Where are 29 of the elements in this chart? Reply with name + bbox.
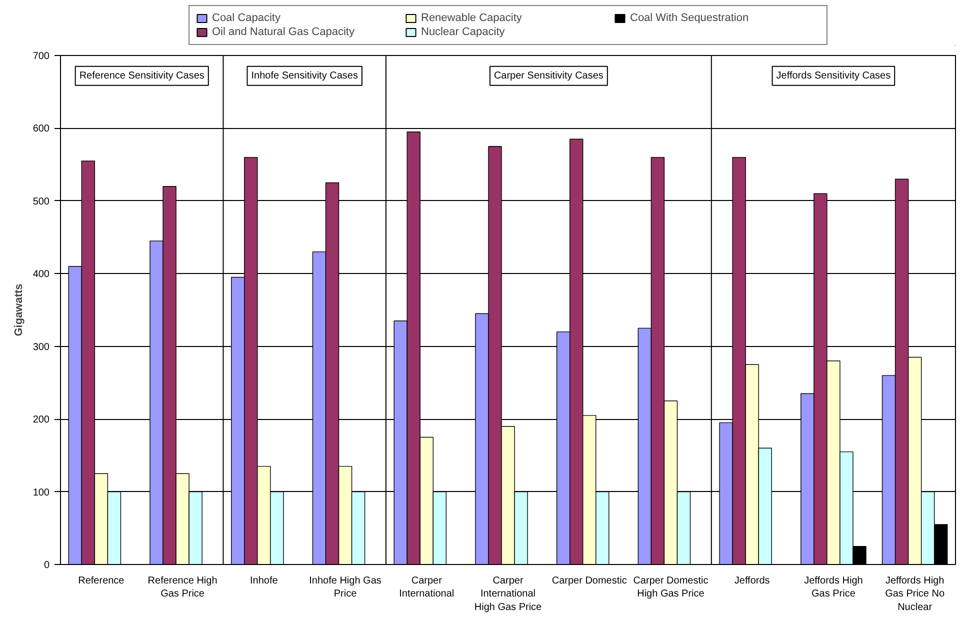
x-tick-label: Reference: [78, 576, 125, 586]
y-tick-label: 600: [32, 124, 50, 135]
y-axis-title: Gigawatts: [12, 284, 25, 336]
legend-label: Renewable Capacity: [421, 12, 523, 24]
annotation: Reference Sensitivity Cases: [79, 70, 204, 82]
legend-label: Nuclear Capacity: [421, 26, 506, 38]
legend-label: Coal Capacity: [212, 12, 282, 24]
y-tick-label: 700: [32, 51, 50, 62]
x-tick-label: Reference High Gas Price: [148, 576, 218, 600]
x-tick-label: Carper International High Gas Price: [474, 576, 542, 613]
x-tick-label: Jeffords High Gas Price: [804, 576, 863, 600]
annotation: Carper Sensitivity Cases: [494, 70, 604, 82]
annotation: Inhofe Sensitivity Cases: [251, 70, 358, 82]
x-tick-label: Carper Domestic High Gas Price: [633, 576, 708, 600]
y-tick-label: 200: [32, 414, 50, 426]
y-tick-label: 0: [44, 560, 50, 571]
y-tick-label: 500: [32, 196, 50, 208]
y-tick-label: 100: [32, 487, 50, 498]
x-tick-label: Inhofe: [250, 576, 278, 586]
y-tick-label: 400: [32, 269, 50, 280]
legend-label: Coal With Sequestration: [630, 12, 750, 24]
x-tick-label: Carper Domestic: [552, 576, 627, 586]
x-tick-label: Jeffords High Gas Price No Nuclear: [885, 576, 945, 613]
legend-label: Oil and Natural Gas Capacity: [212, 26, 356, 38]
y-tick-label: 300: [32, 342, 50, 353]
annotation: Jeffords Sensitivity Cases: [776, 70, 891, 82]
x-tick-label: Jeffords: [734, 576, 770, 586]
x-tick-label: Carper International: [399, 576, 454, 600]
x-tick-label: Inhofe High Gas Price: [309, 576, 382, 600]
